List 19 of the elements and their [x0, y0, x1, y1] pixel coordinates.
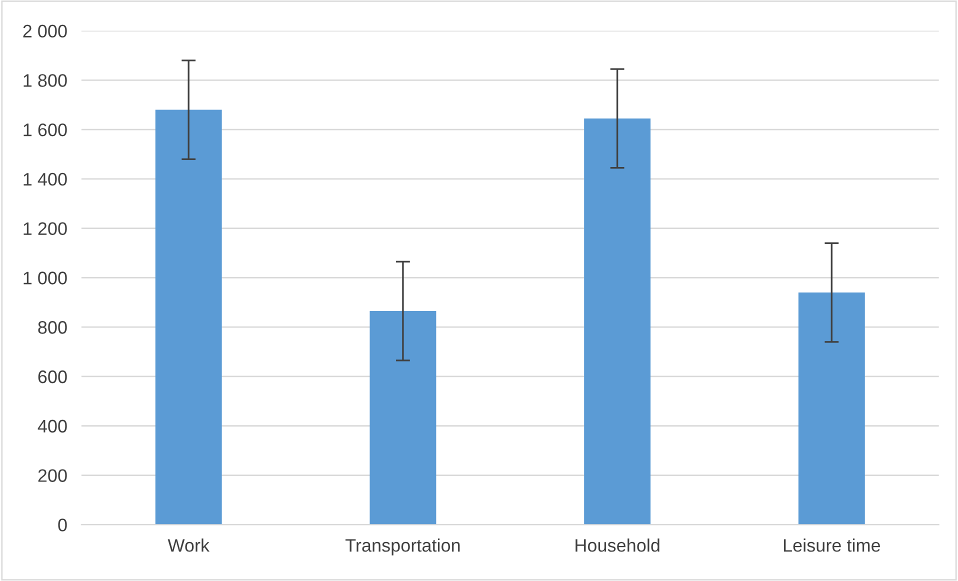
x-tick-label: Transportation — [346, 538, 460, 556]
y-tick-label: 1 400 — [24, 172, 67, 186]
y-tick-label: 1 800 — [24, 74, 67, 87]
y-tick-label: 1 200 — [24, 222, 67, 236]
x-tick-label: Household — [576, 538, 660, 552]
bar — [155, 110, 222, 525]
y-tick-label: 800 — [38, 321, 67, 334]
bar — [584, 118, 651, 525]
y-tick-label: 0 — [58, 518, 67, 532]
y-tick-label: 400 — [38, 420, 67, 433]
x-tick-label: Work — [168, 538, 210, 552]
y-tick-label: 200 — [38, 469, 67, 482]
x-tick-label: Leisure time — [784, 538, 880, 552]
y-tick-label: 1 000 — [24, 272, 67, 284]
y-tick-label: 1 600 — [24, 123, 67, 136]
bar — [370, 311, 436, 525]
y-tick-label: 600 — [38, 370, 67, 384]
bar — [798, 292, 865, 525]
y-tick-label: 2 000 — [23, 24, 67, 38]
